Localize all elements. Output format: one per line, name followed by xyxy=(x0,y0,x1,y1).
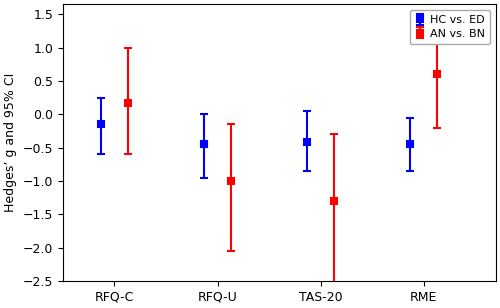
Y-axis label: Hedges’ g and 95% CI: Hedges’ g and 95% CI xyxy=(4,73,17,212)
Legend: HC vs. ED, AN vs. BN: HC vs. ED, AN vs. BN xyxy=(410,10,490,44)
